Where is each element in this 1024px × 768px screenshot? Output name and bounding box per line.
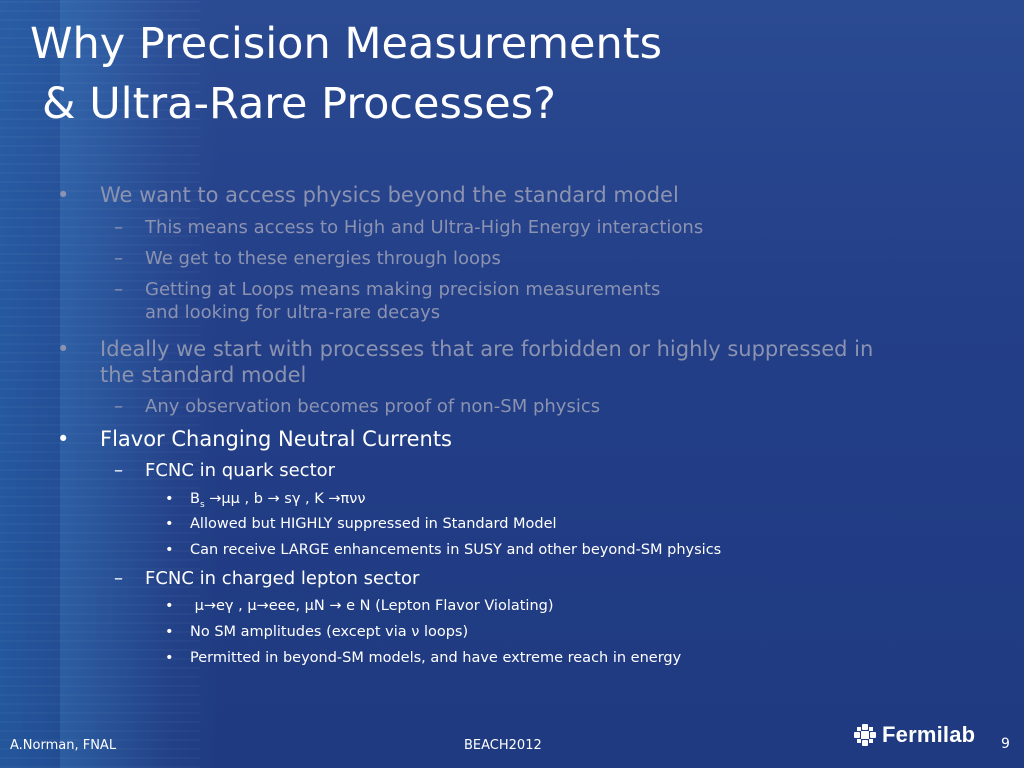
sub-bullet-text: FCNC in quark sector	[145, 460, 336, 481]
bullet-icon: •	[165, 542, 174, 558]
sub-bullet-text-continued: and looking for ultra-rare decays	[145, 302, 441, 323]
page-number: 9	[1001, 736, 1010, 752]
sub-bullet-text: We get to these energies through loops	[145, 248, 501, 269]
bullet-icon: •	[57, 427, 70, 451]
bullet-icon: •	[165, 516, 174, 532]
bullet-icon: •	[165, 491, 174, 507]
footer-author: A.Norman, FNAL	[10, 738, 117, 753]
subscript: s	[199, 499, 205, 510]
dash-icon: –	[114, 396, 123, 417]
bullet-icon: •	[165, 650, 174, 666]
sub-bullet-text: Getting at Loops means making precision …	[145, 279, 661, 300]
sub-sub-bullet-text: No SM amplitudes (except via ν loops)	[190, 624, 469, 640]
left-glow	[60, 0, 220, 768]
title-line-2: & Ultra-Rare Processes?	[42, 79, 556, 129]
sub-bullet-text: FCNC in charged lepton sector	[145, 568, 420, 589]
bullet-icon: •	[57, 337, 70, 361]
bullet-text: Flavor Changing Neutral Currents	[100, 427, 452, 451]
sub-sub-bullet-text: Permitted in beyond-SM models, and have …	[190, 650, 682, 666]
dash-icon: –	[114, 279, 123, 300]
bullet-icon: •	[165, 624, 174, 640]
bullet-icon: •	[57, 183, 70, 207]
sub-sub-bullet-text: Allowed but HIGHLY suppressed in Standar…	[190, 516, 557, 532]
fermilab-logo: Fermilab	[854, 722, 975, 748]
logo-text: Fermilab	[882, 722, 976, 747]
fermilab-logo-icon	[854, 724, 876, 746]
sub-bullet-text: Any observation becomes proof of non-SM …	[145, 396, 601, 417]
sub-sub-bullet-text: μ→eγ , μ→eee, μN → e N (Lepton Flavor Vi…	[190, 598, 554, 614]
bullet-text: Ideally we start with processes that are…	[100, 337, 874, 361]
title-line-1: Why Precision Measurements	[30, 19, 663, 69]
left-decoration	[0, 0, 200, 768]
dash-icon: –	[114, 248, 123, 269]
bullet-icon: •	[165, 598, 174, 614]
slide-title: Why Precision Measurements & Ultra-Rare …	[30, 14, 662, 134]
footer-conference: BEACH2012	[464, 738, 542, 753]
dash-icon: –	[114, 217, 123, 238]
bullet-text-continued: the standard model	[100, 363, 307, 387]
sub-bullet-text: This means access to High and Ultra-High…	[145, 217, 704, 238]
text-fragment: →μμ , b → sγ , K →πνν	[204, 491, 366, 507]
bullet-text: We want to access physics beyond the sta…	[100, 183, 679, 207]
text-fragment: B	[190, 491, 200, 507]
sub-sub-bullet-text: Can receive LARGE enhancements in SUSY a…	[190, 542, 722, 558]
dash-icon: –	[114, 460, 123, 481]
sub-sub-bullet-text: Bs →μμ , b → sγ , K →πνν	[190, 490, 365, 514]
dash-icon: –	[114, 568, 123, 589]
